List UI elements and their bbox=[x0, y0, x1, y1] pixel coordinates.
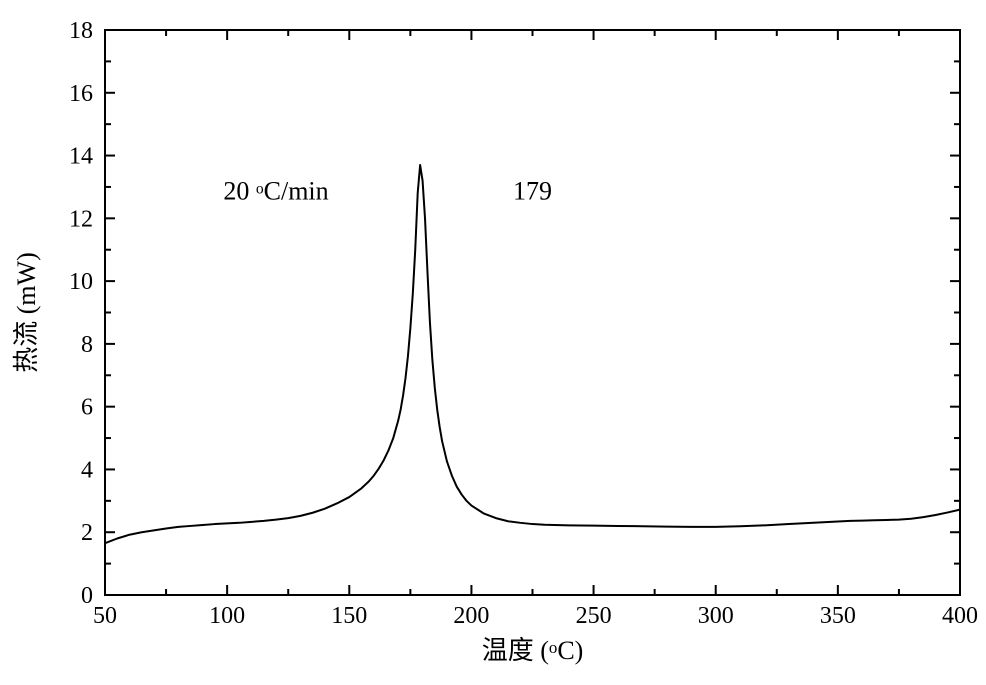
svg-text:10: 10 bbox=[69, 269, 93, 295]
svg-text:2: 2 bbox=[81, 520, 93, 546]
svg-text:16: 16 bbox=[69, 81, 93, 107]
y-axis-label: 热流 (mW) bbox=[12, 252, 41, 373]
svg-text:14: 14 bbox=[69, 144, 93, 170]
svg-text:250: 250 bbox=[576, 603, 612, 629]
svg-text:100: 100 bbox=[209, 603, 245, 629]
svg-text:0: 0 bbox=[81, 583, 93, 609]
svg-text:350: 350 bbox=[820, 603, 856, 629]
svg-text:12: 12 bbox=[69, 206, 93, 232]
annotation-rate: 20 oC/min bbox=[223, 177, 328, 206]
annotation-peak-temp: 179 bbox=[513, 177, 552, 206]
svg-text:200: 200 bbox=[453, 603, 489, 629]
heat-flow-curve bbox=[105, 165, 960, 543]
svg-text:50: 50 bbox=[93, 603, 117, 629]
svg-text:300: 300 bbox=[698, 603, 734, 629]
svg-text:18: 18 bbox=[69, 18, 93, 44]
svg-text:150: 150 bbox=[331, 603, 367, 629]
x-axis-label: 温度 (oC) bbox=[482, 636, 584, 665]
dsc-chart: 50 100 150 200 250 300 350 400 0 2 4 6 8 10 12 14 16 18 温度… bbox=[0, 0, 986, 685]
chart-svg: 50 100 150 200 250 300 350 400 0 2 4 6 8 10 12 14 16 18 温度… bbox=[0, 0, 986, 685]
svg-text:6: 6 bbox=[81, 395, 93, 421]
svg-text:4: 4 bbox=[81, 457, 93, 483]
svg-text:8: 8 bbox=[81, 332, 93, 358]
svg-text:400: 400 bbox=[942, 603, 978, 629]
